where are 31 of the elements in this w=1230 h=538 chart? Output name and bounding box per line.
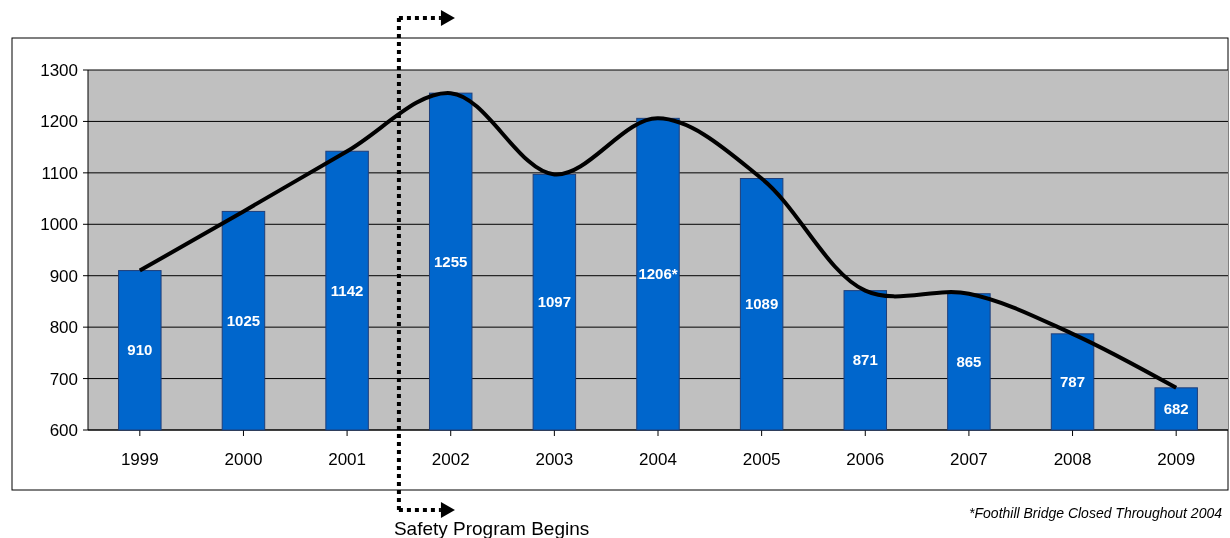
x-tick-label: 2000 [224,450,263,469]
data-label: 682 [1163,399,1189,417]
x-tick-label: 2007 [950,450,988,469]
data-label: 1089 [744,295,779,313]
y-tick-label: 700 [49,369,78,389]
y-tick-label: 1300 [40,61,78,80]
text: *Foothill Bridge Closed Throughout 2004 [969,505,1223,521]
y-tick-label: 800 [49,318,78,338]
data-label: 1255 [434,252,468,270]
x-tick-label: 2004 [639,450,677,469]
data-label: 910 [127,341,153,359]
x-tick-label: 2003 [535,450,574,469]
y-tick-label: 900 [49,266,78,286]
data-label: 1025 [226,311,261,329]
x-tick-label: 2001 [328,450,366,469]
x-tick-label: 2005 [742,450,781,469]
data-label: 865 [956,352,982,370]
x-tick-label: 1999 [120,450,159,469]
x-tick-label: 2008 [1053,450,1092,469]
y-tick-label: 1100 [41,163,78,183]
data-label: 871 [852,351,878,369]
x-tick-label: 2009 [1157,450,1196,469]
data-label: 1097 [537,293,572,311]
data-label: 1206* [638,265,678,283]
y-tick-label: 600 [49,421,78,440]
y-tick-label: 1000 [40,215,78,235]
y-tick-label: 1200 [40,112,78,132]
x-tick-label: 2002 [431,450,470,469]
data-label: 787 [1060,372,1086,390]
data-label: 1142 [330,281,364,299]
x-tick-label: 2006 [846,450,885,469]
